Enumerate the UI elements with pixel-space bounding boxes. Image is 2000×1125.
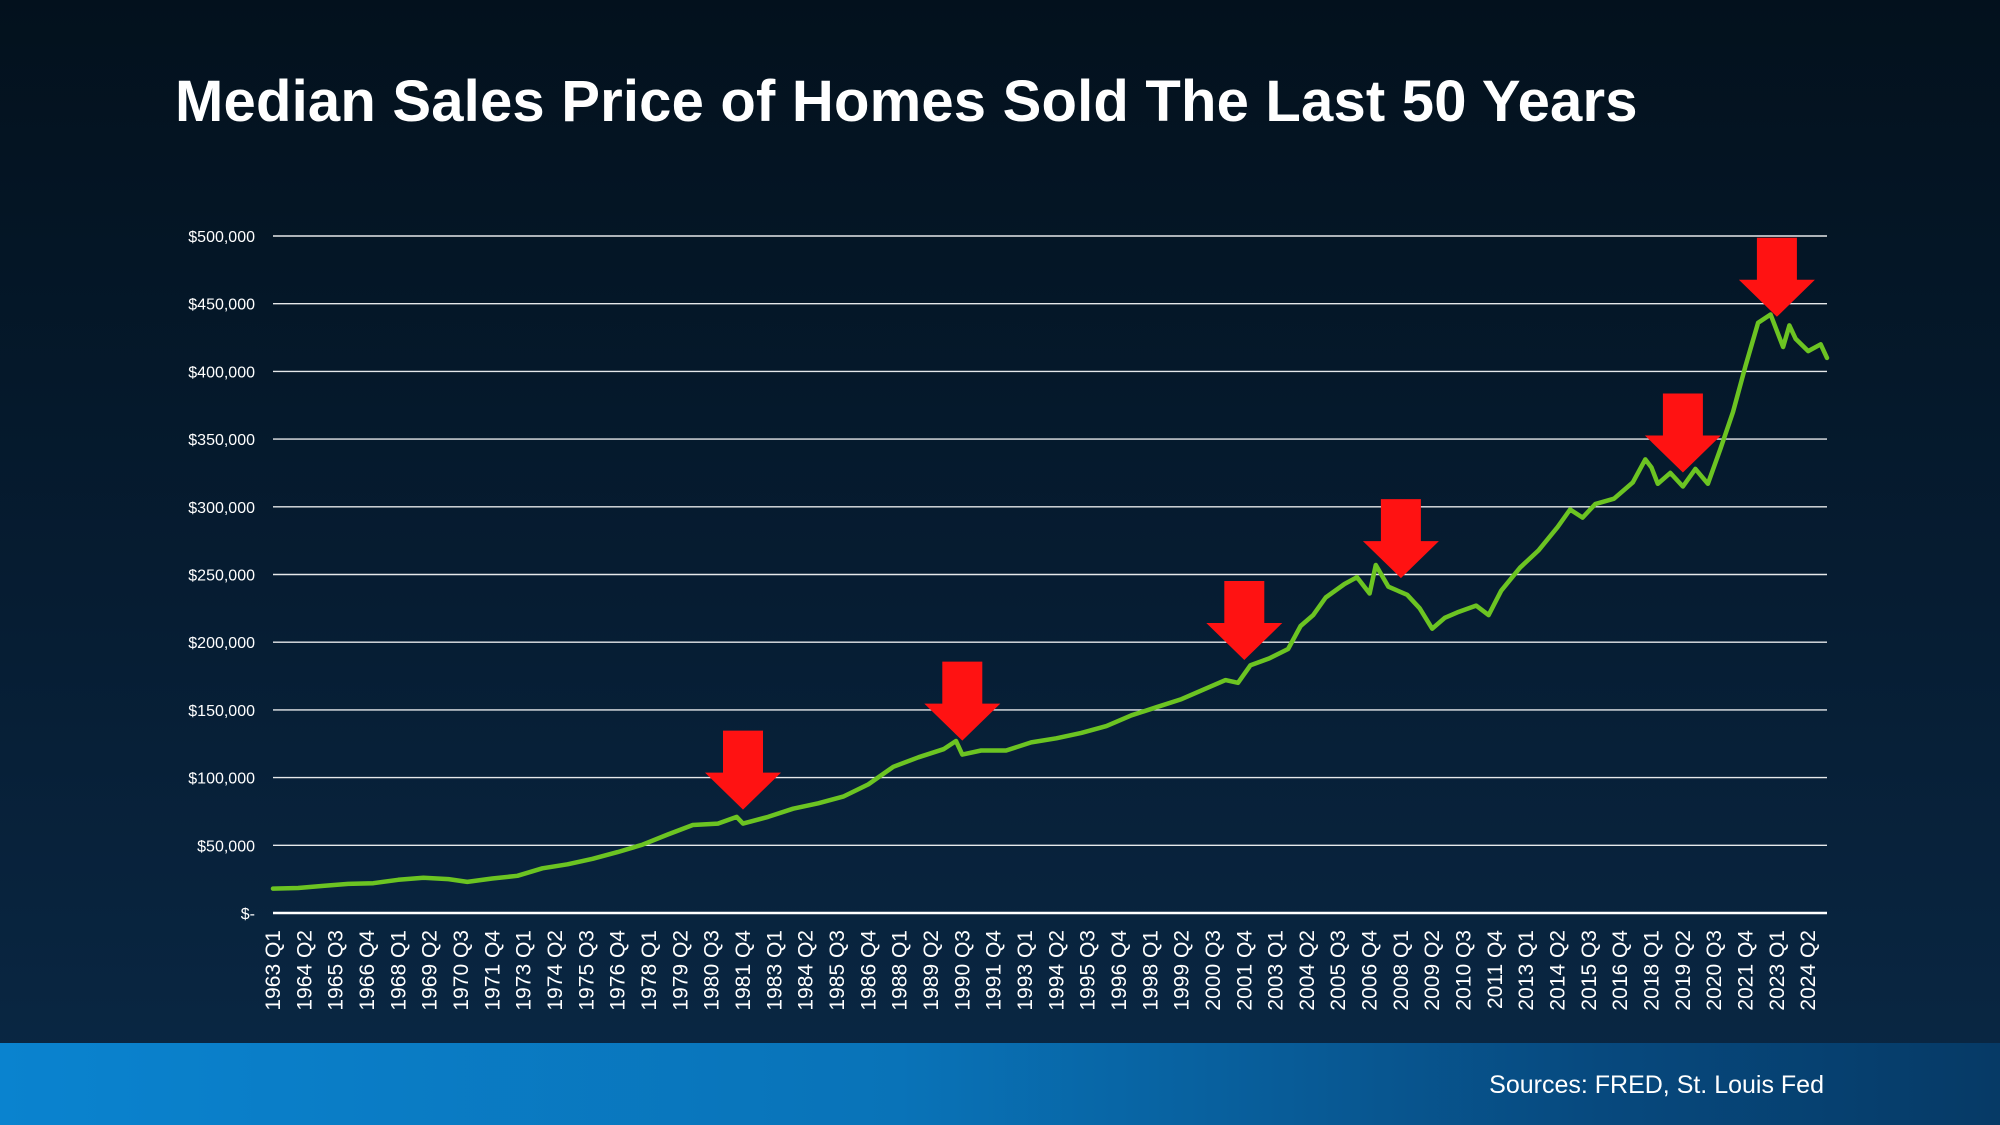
x-tick-label: 1976 Q4 [607, 930, 630, 1011]
gridlines [273, 235, 1827, 915]
x-tick-label: 1995 Q3 [1077, 930, 1100, 1011]
x-tick-label: 1981 Q4 [732, 930, 755, 1011]
x-tick-label: 2013 Q1 [1515, 930, 1538, 1011]
y-tick-label: $- [241, 906, 255, 923]
y-tick-label: $400,000 [188, 364, 255, 381]
x-tick-label: 1993 Q1 [1014, 930, 1037, 1011]
y-tick-label: $500,000 [188, 229, 255, 246]
x-tick-label: 1973 Q1 [513, 930, 536, 1011]
x-tick-label: 1970 Q3 [450, 930, 473, 1011]
down-arrow-icon [1644, 393, 1721, 473]
x-tick-label: 1984 Q2 [795, 930, 818, 1011]
x-tick-label: 2004 Q2 [1296, 930, 1319, 1011]
line-chart: $- $50,000 $100,000 $150,000 $200,000 $250,00… [188, 229, 1830, 1011]
x-tick-label: 2008 Q1 [1390, 930, 1413, 1011]
down-arrow-icon [1206, 581, 1283, 660]
y-axis-tick-labels: $- $50,000 $100,000 $150,000 $200,000 $250,00… [188, 229, 255, 923]
x-tick-label: 1999 Q2 [1171, 930, 1194, 1011]
x-tick-label: 2024 Q2 [1797, 930, 1820, 1011]
footer-bar: Sources: FRED, St. Louis Fed [0, 1043, 2000, 1125]
series-line [270, 312, 1830, 891]
x-tick-label: 1980 Q3 [701, 930, 724, 1011]
y-tick-label: $350,000 [188, 432, 255, 449]
x-tick-label: 2003 Q1 [1265, 930, 1288, 1011]
x-tick-label: 1974 Q2 [544, 930, 567, 1011]
x-tick-label: 2015 Q3 [1578, 930, 1601, 1011]
down-arrow-icon [924, 661, 1001, 741]
x-tick-label: 1994 Q2 [1045, 930, 1068, 1011]
x-tick-label: 1964 Q2 [293, 930, 316, 1011]
x-tick-label: 1996 Q4 [1108, 930, 1131, 1011]
x-tick-label: 1975 Q3 [575, 930, 598, 1011]
x-tick-label: 2006 Q4 [1359, 930, 1382, 1011]
source-note: Sources: FRED, St. Louis Fed [1489, 1071, 1824, 1099]
annotation-arrows [705, 237, 1815, 810]
x-tick-label: 1988 Q1 [889, 930, 912, 1011]
x-tick-label: 2014 Q2 [1547, 930, 1570, 1011]
y-tick-label: $50,000 [197, 838, 255, 855]
x-tick-label: 2023 Q1 [1766, 930, 1789, 1011]
y-tick-label: $450,000 [188, 297, 255, 314]
down-arrow-icon [1738, 237, 1815, 317]
x-tick-label: 1989 Q2 [920, 930, 943, 1011]
x-tick-label: 2010 Q3 [1453, 930, 1476, 1011]
x-tick-label: 1990 Q3 [951, 930, 974, 1011]
series-line-group [270, 312, 1830, 891]
x-tick-label: 2009 Q2 [1421, 930, 1444, 1011]
x-tick-label: 1963 Q1 [262, 930, 285, 1011]
x-tick-label: 1998 Q1 [1139, 930, 1162, 1011]
x-tick-label: 2021 Q4 [1735, 930, 1758, 1011]
x-tick-label: 1991 Q4 [983, 930, 1006, 1011]
x-tick-label: 2019 Q2 [1672, 930, 1695, 1011]
down-arrow-icon [1362, 499, 1439, 579]
x-tick-label: 1979 Q2 [669, 930, 692, 1011]
x-axis-tick-labels: 1963 Q1 1964 Q2 1965 Q3 1966 Q4 1968 Q1 1969 … [262, 930, 1820, 1011]
x-tick-label: 1986 Q4 [857, 930, 880, 1011]
y-tick-label: $150,000 [188, 703, 255, 720]
x-tick-label: 1971 Q4 [481, 930, 504, 1011]
x-tick-label: 1965 Q3 [325, 930, 348, 1011]
x-tick-label: 1969 Q2 [419, 930, 442, 1011]
x-tick-label: 1985 Q3 [826, 930, 849, 1011]
y-tick-label: $300,000 [188, 500, 255, 517]
x-tick-label: 2018 Q1 [1641, 930, 1664, 1011]
x-tick-label: 1968 Q1 [387, 930, 410, 1011]
x-tick-label: 2005 Q3 [1327, 930, 1350, 1011]
x-tick-label: 2011 Q4 [1484, 930, 1507, 1009]
x-tick-label: 1978 Q1 [638, 930, 661, 1011]
x-tick-label: 2016 Q4 [1609, 930, 1632, 1011]
y-tick-label: $100,000 [188, 771, 255, 788]
x-tick-label: 2020 Q3 [1703, 930, 1726, 1011]
chart-title: Median Sales Price of Homes Sold The Las… [175, 69, 1638, 134]
down-arrow-icon [705, 730, 781, 810]
x-tick-label: 1966 Q4 [356, 930, 379, 1011]
x-tick-label: 2001 Q4 [1233, 930, 1256, 1011]
y-tick-label: $250,000 [188, 568, 255, 585]
x-tick-label: 2000 Q3 [1202, 930, 1225, 1011]
x-tick-label: 1983 Q1 [763, 930, 786, 1011]
y-tick-label: $200,000 [188, 635, 255, 652]
